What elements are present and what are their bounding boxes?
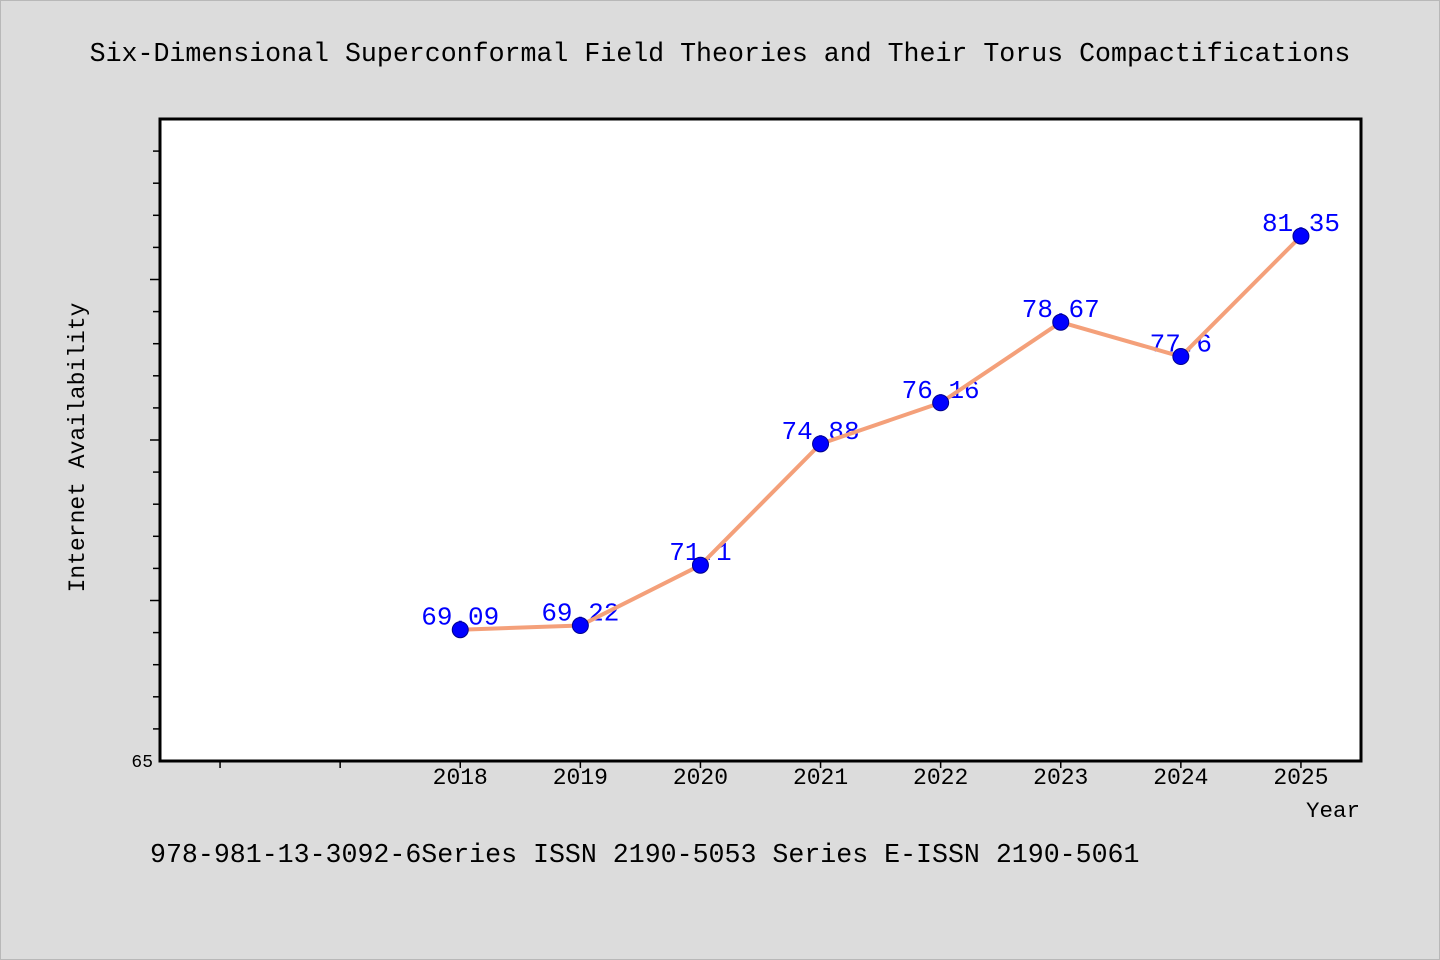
x-tick-label: 2021 <box>793 765 848 791</box>
footer-isbn-issn: 978-981-13-3092-6Series ISSN 2190-5053 S… <box>150 840 1139 870</box>
data-point-marker <box>691 556 709 574</box>
data-point-marker <box>571 617 589 635</box>
x-tick-label: 2022 <box>913 765 968 791</box>
data-point-marker <box>812 435 830 453</box>
data-point-marker <box>1172 348 1190 366</box>
x-tick-label: 2018 <box>433 765 488 791</box>
x-tick-label: 2019 <box>553 765 608 791</box>
series-markers <box>451 227 1310 639</box>
data-point-marker <box>932 394 950 412</box>
x-tick-label: 2025 <box>1273 765 1328 791</box>
x-axis-ticks <box>219 761 1302 768</box>
series-line <box>458 234 1303 632</box>
y-axis-ticks <box>150 150 160 730</box>
x-tick-label: 2023 <box>1033 765 1088 791</box>
data-point-marker <box>451 621 469 639</box>
x-axis-tick-labels: 2018 2019 2020 2021 2022 2023 2024 2025 <box>433 765 1329 791</box>
series-lines <box>458 234 1303 632</box>
x-tick-label: 2024 <box>1153 765 1208 791</box>
x-axis-label: Year <box>1306 798 1360 824</box>
y-axis-tick-labels: 65 <box>131 753 153 773</box>
y-tick-label: 65 <box>131 753 153 773</box>
chart-title: Six-Dimensional Superconformal Field The… <box>90 39 1351 69</box>
y-axis-label: Internet Availability <box>65 302 91 592</box>
data-point-marker <box>1292 227 1310 245</box>
x-tick-label: 2020 <box>673 765 728 791</box>
plot-area <box>158 117 1363 763</box>
data-point-marker <box>1052 313 1070 331</box>
